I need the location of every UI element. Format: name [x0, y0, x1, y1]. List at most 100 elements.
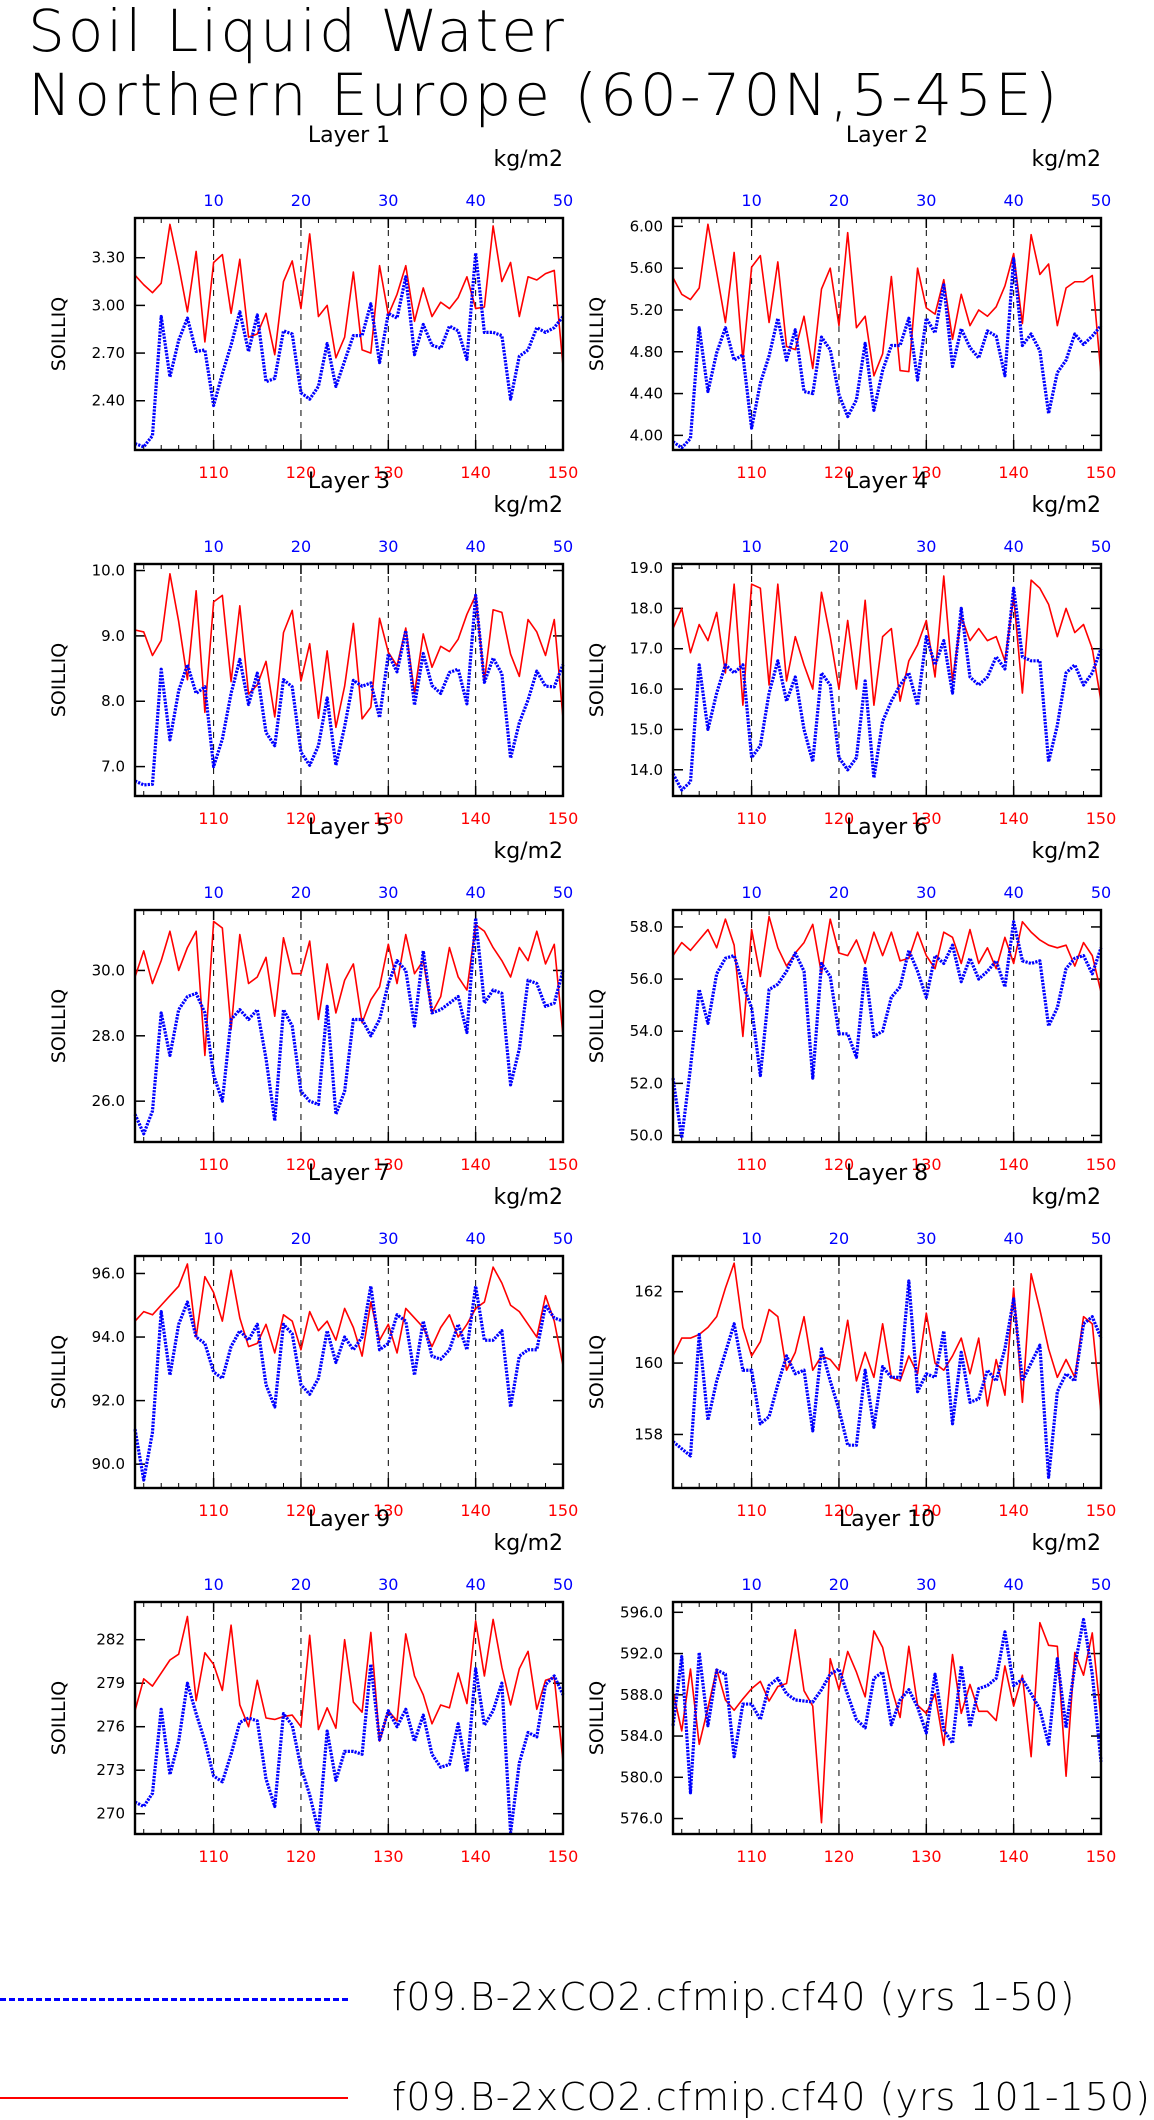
x-tick-label-top: 30 [378, 1229, 398, 1248]
top-axis-unit-label: kg/m2 [493, 839, 563, 864]
chart-panel-2: Layer 2 kg/m2 SOILLIQ 110 120 130 140 150 10 20 30… [586, 123, 1116, 482]
top-axis-unit-label: kg/m2 [493, 1531, 563, 1556]
x-tick-label-bottom: 140 [460, 1155, 491, 1174]
y-axis-label: SOILLIQ [586, 1335, 608, 1409]
series-line-yrs-1-50 [671, 920, 1103, 1140]
y-tick-label: 18.0 [630, 599, 663, 617]
x-tick-label-bottom: 120 [824, 463, 855, 482]
y-tick-label: 580.0 [620, 1768, 663, 1786]
panel-title: Layer 5 [308, 815, 390, 840]
y-tick-label: 576.0 [620, 1810, 663, 1828]
x-tick-label-bottom: 110 [198, 1501, 229, 1520]
chart-panel-10: Layer 10 kg/m2 SOILLIQ 110 120 130 140 150 10 20 3… [586, 1507, 1116, 1866]
x-tick-label-top: 30 [916, 537, 936, 556]
x-tick-label-top: 10 [203, 191, 223, 210]
y-tick-label: 276 [96, 1718, 125, 1736]
top-axis-unit-label: kg/m2 [1031, 147, 1101, 172]
x-tick-label-bottom: 150 [1086, 463, 1117, 482]
x-tick-label-top: 30 [916, 883, 936, 902]
chart-title-line-1: Soil Liquid Water [28, 0, 567, 65]
y-axis-label: SOILLIQ [586, 989, 608, 1063]
y-tick-label: 588.0 [620, 1686, 663, 1704]
panel-title: Layer 8 [846, 1161, 928, 1186]
panel-title: Layer 1 [308, 123, 390, 148]
x-tick-label-top: 10 [741, 191, 761, 210]
x-tick-label-bottom: 130 [373, 1155, 404, 1174]
x-tick-label-top: 30 [916, 1229, 936, 1248]
x-tick-label-bottom: 130 [373, 1847, 404, 1866]
y-tick-label: 92.0 [92, 1392, 125, 1410]
x-tick-label-top: 40 [465, 537, 485, 556]
x-tick-label-top: 10 [203, 537, 223, 556]
x-tick-label-bottom: 120 [286, 463, 317, 482]
x-tick-label-top: 30 [378, 1575, 398, 1594]
plot-frame [133, 1254, 565, 1490]
y-tick-label: 4.80 [630, 343, 663, 361]
x-tick-label-bottom: 120 [824, 1155, 855, 1174]
y-tick-label: 162 [634, 1283, 663, 1301]
y-tick-label: 160 [634, 1354, 663, 1372]
y-tick-label: 3.30 [92, 249, 125, 267]
plot-frame [671, 216, 1103, 452]
x-tick-label-top: 30 [378, 537, 398, 556]
x-tick-label-bottom: 110 [198, 1847, 229, 1866]
top-axis-unit-label: kg/m2 [493, 1185, 563, 1210]
series-line-yrs-101-150 [672, 1262, 1102, 1414]
x-tick-label-bottom: 130 [911, 463, 942, 482]
top-axis-unit-label: kg/m2 [1031, 1185, 1101, 1210]
y-tick-label: 584.0 [620, 1727, 663, 1745]
x-tick-label-top: 50 [1091, 883, 1111, 902]
x-tick-label-bottom: 130 [911, 809, 942, 828]
y-axis-label: SOILLIQ [586, 643, 608, 717]
panel-title: Layer 2 [846, 123, 928, 148]
charts-canvas: Layer 1 kg/m2 SOILLIQ 110 120 130 140 150 10 20 30… [48, 123, 1117, 1866]
x-tick-label-bottom: 130 [911, 1501, 942, 1520]
x-tick-label-top: 20 [829, 191, 849, 210]
x-tick-label-bottom: 130 [373, 463, 404, 482]
x-tick-label-bottom: 110 [198, 809, 229, 828]
x-tick-label-top: 50 [553, 1229, 573, 1248]
y-tick-label: 94.0 [92, 1328, 125, 1346]
x-tick-label-top: 40 [1003, 1575, 1023, 1594]
y-axis-label: SOILLIQ [48, 989, 70, 1063]
plot-frame [671, 1600, 1103, 1836]
x-tick-label-bottom: 150 [548, 1155, 579, 1174]
x-tick-label-top: 20 [829, 1229, 849, 1248]
x-tick-label-top: 10 [741, 1229, 761, 1248]
panel-title: Layer 7 [308, 1161, 390, 1186]
x-tick-label-top: 20 [291, 883, 311, 902]
x-tick-label-bottom: 150 [548, 1847, 579, 1866]
x-tick-label-top: 10 [741, 1575, 761, 1594]
x-tick-label-top: 40 [465, 1229, 485, 1248]
x-tick-label-top: 50 [553, 883, 573, 902]
x-tick-label-top: 30 [378, 191, 398, 210]
chart-panel-8: Layer 8 kg/m2 SOILLIQ 110 120 130 140 150 10 20 30… [586, 1161, 1116, 1520]
plot-frame [133, 1600, 565, 1836]
x-tick-label-top: 50 [1091, 537, 1111, 556]
x-tick-label-bottom: 140 [460, 463, 491, 482]
x-tick-label-bottom: 110 [736, 1501, 767, 1520]
x-tick-label-bottom: 150 [1086, 809, 1117, 828]
series-line-yrs-1-50 [134, 593, 565, 787]
y-tick-label: 6.00 [630, 217, 663, 235]
x-tick-label-top: 20 [291, 1229, 311, 1248]
y-tick-label: 30.0 [92, 961, 125, 979]
x-tick-label-bottom: 120 [824, 1847, 855, 1866]
y-tick-label: 5.20 [630, 301, 663, 319]
x-tick-label-bottom: 140 [998, 1501, 1029, 1520]
y-tick-label: 52.0 [630, 1074, 663, 1092]
chart-title-line-2: Northern Europe (60-70N,5-45E) [28, 61, 1061, 129]
x-tick-label-bottom: 150 [1086, 1847, 1117, 1866]
x-tick-label-bottom: 110 [198, 463, 229, 482]
x-tick-label-top: 10 [203, 1575, 223, 1594]
panel-title: Layer 4 [846, 469, 928, 494]
x-tick-label-bottom: 140 [998, 1155, 1029, 1174]
x-tick-label-bottom: 140 [998, 1847, 1029, 1866]
x-tick-label-bottom: 120 [286, 1155, 317, 1174]
x-tick-label-bottom: 140 [460, 1847, 491, 1866]
x-tick-label-top: 40 [465, 883, 485, 902]
y-tick-label: 54.0 [630, 1022, 663, 1040]
x-tick-label-top: 40 [1003, 883, 1023, 902]
series-line-yrs-1-50 [671, 1617, 1103, 1795]
y-axis-label: SOILLIQ [586, 1681, 608, 1755]
